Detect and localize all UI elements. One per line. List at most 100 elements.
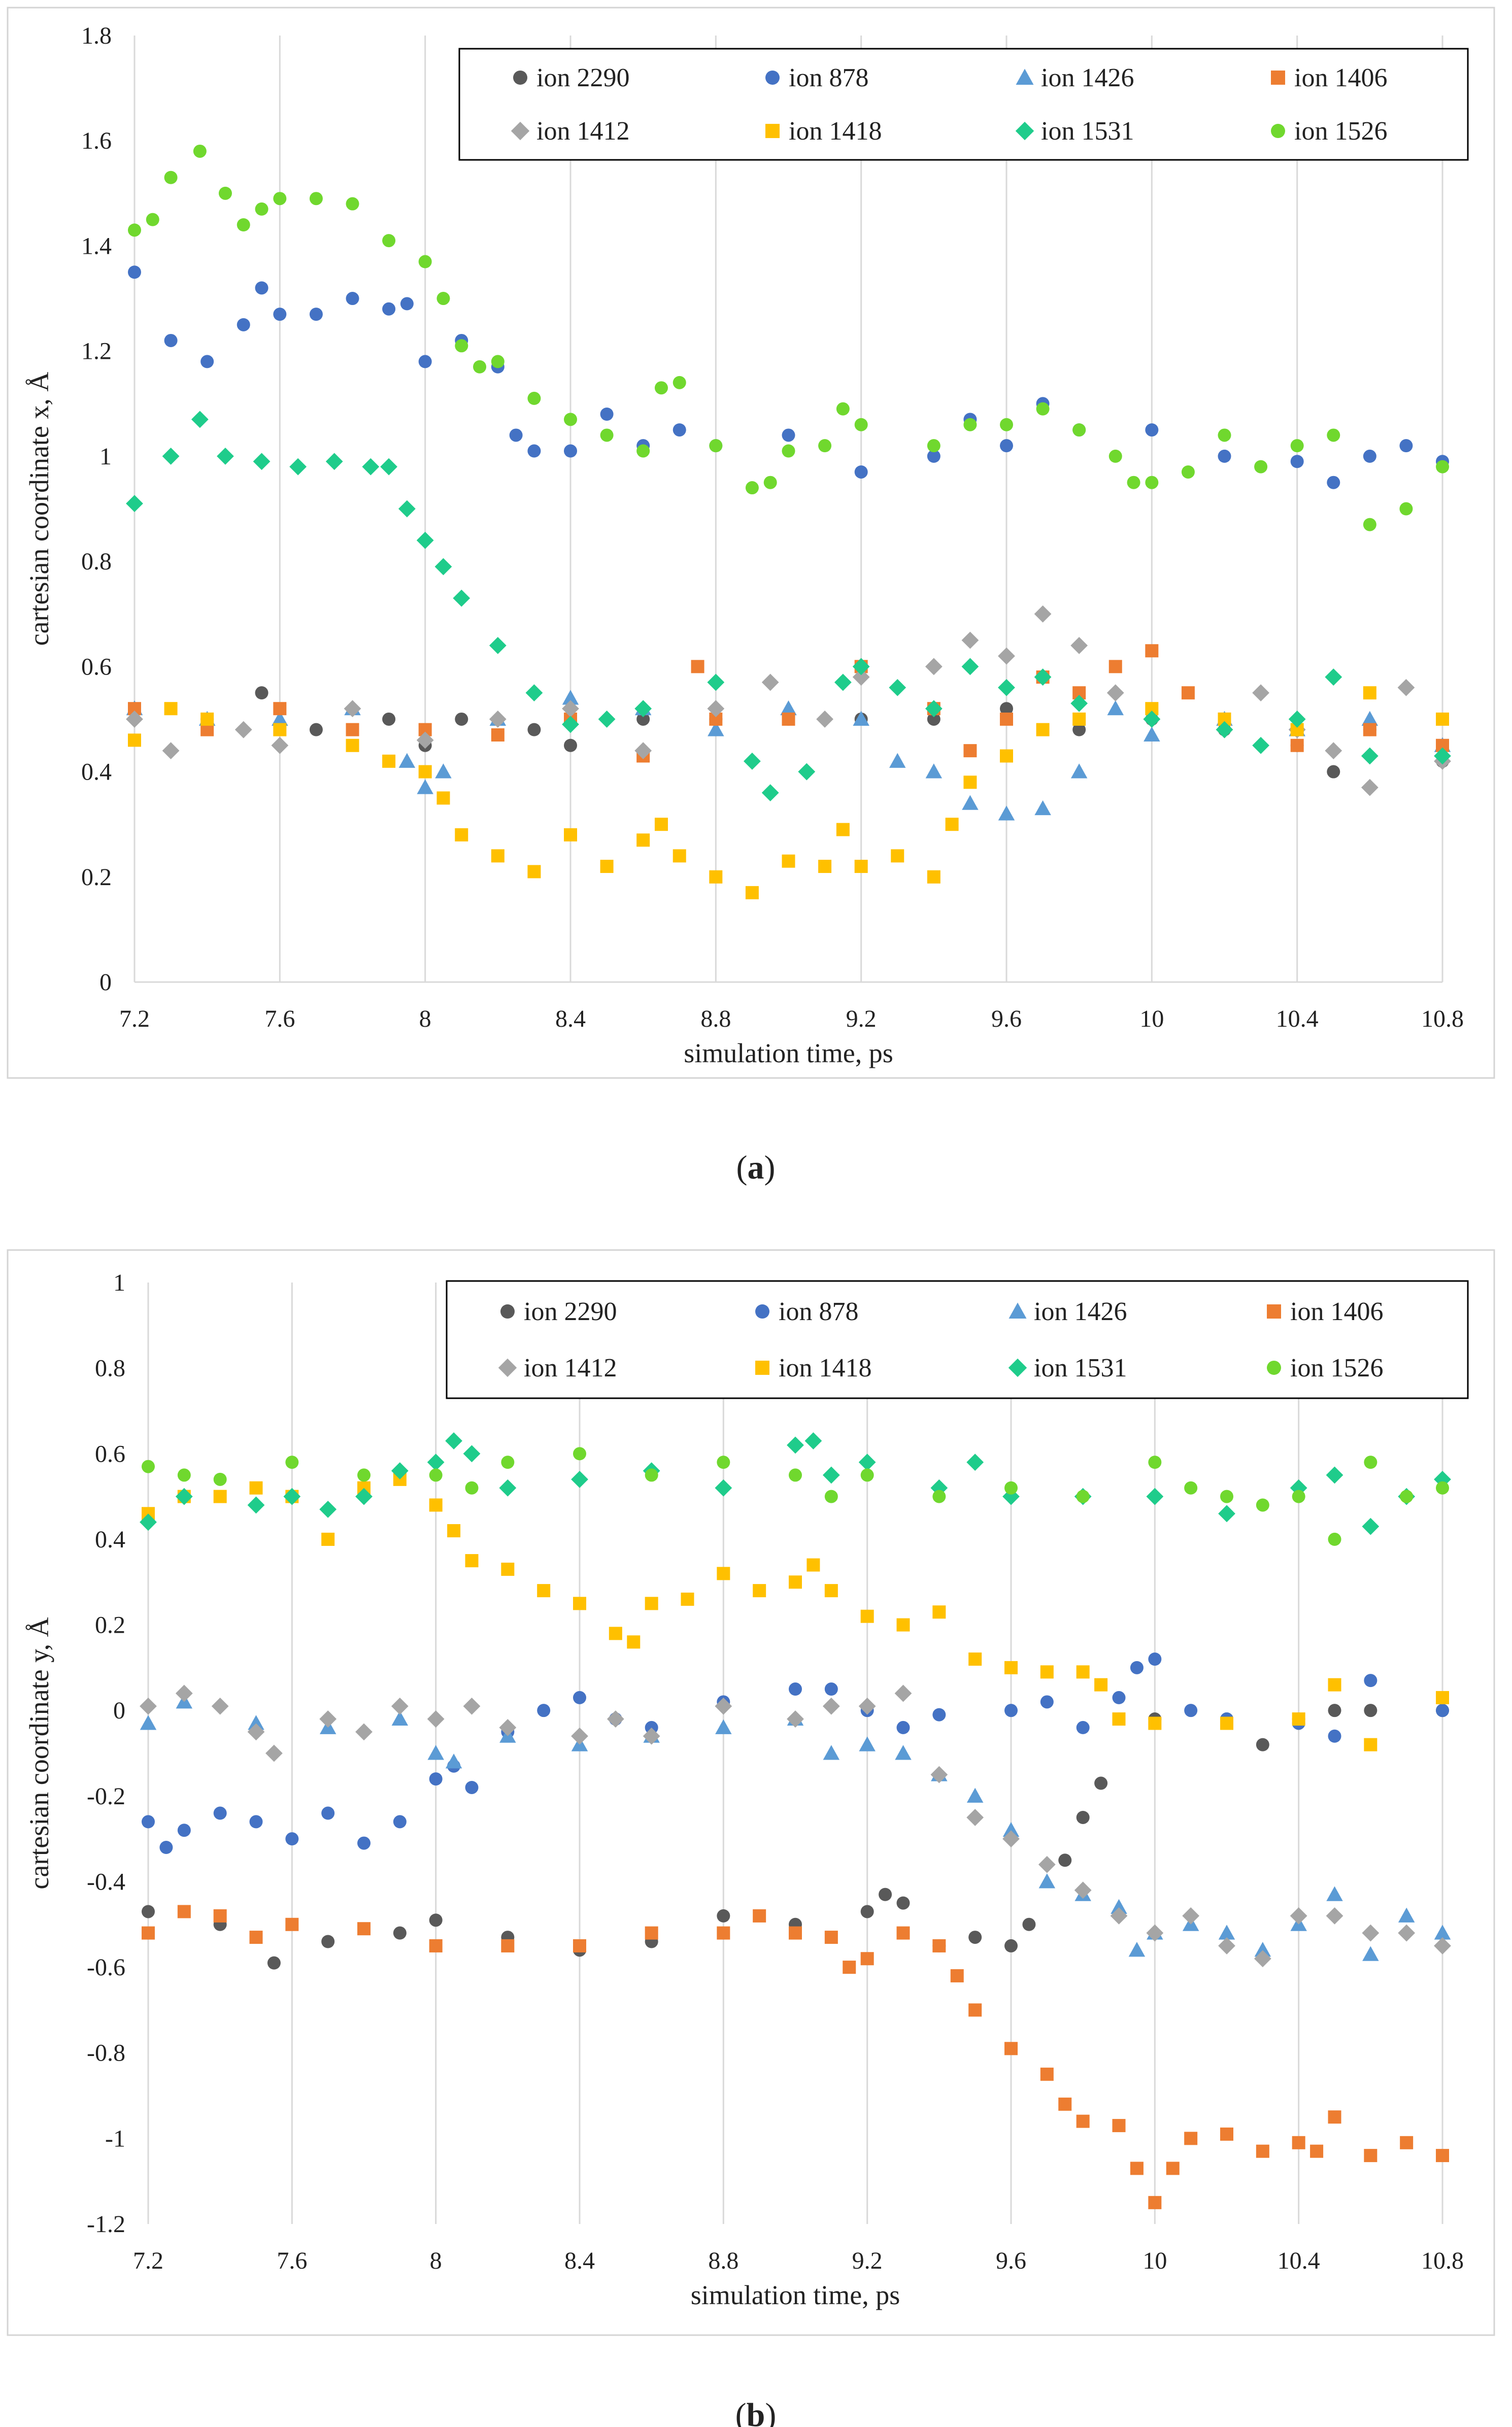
data-point (968, 1931, 982, 1944)
data-point (1112, 1691, 1126, 1704)
data-point (889, 753, 906, 768)
data-point (787, 1436, 804, 1454)
data-point (429, 1498, 443, 1512)
data-point (1292, 2136, 1305, 2149)
data-point (998, 805, 1015, 821)
data-point (1000, 712, 1013, 726)
data-point (852, 668, 870, 686)
data-point (708, 721, 724, 736)
data-point (804, 1432, 822, 1450)
data-point (237, 318, 250, 331)
data-point (1145, 644, 1159, 658)
data-point (400, 297, 414, 311)
chart-frame (7, 7, 1495, 1079)
data-point (218, 186, 232, 200)
data-point (1022, 1917, 1036, 1931)
data-point (1400, 1490, 1414, 1503)
data-point (445, 1432, 462, 1450)
data-point (463, 1445, 481, 1463)
data-point (717, 1926, 730, 1940)
x-tick-label: 8.8 (700, 1005, 731, 1032)
legend-marker (765, 70, 780, 85)
data-point (807, 1558, 820, 1572)
data-point (782, 428, 795, 442)
data-point (418, 765, 432, 779)
data-point (636, 444, 650, 458)
data-point (1036, 723, 1050, 736)
data-point (537, 1704, 551, 1717)
x-tick-label: 7.2 (119, 1005, 150, 1032)
data-point (1436, 1691, 1449, 1704)
data-point (234, 721, 252, 738)
data-point (140, 1715, 157, 1730)
caption-letter: b (747, 2397, 765, 2427)
data-point (273, 702, 287, 716)
legend-label: ion 878 (789, 63, 868, 92)
data-point (1290, 738, 1304, 752)
data-point (1058, 1853, 1072, 1867)
data-point (643, 1727, 660, 1745)
series-ion-2290 (128, 686, 1449, 779)
data-point (1072, 723, 1086, 736)
y-tick-label: 1.8 (81, 22, 112, 49)
data-point (636, 833, 650, 847)
data-point (1328, 1729, 1341, 1743)
data-point (925, 658, 943, 676)
chart-panel-b: 7.2 7.6 8 8.4 8.8 9.2 9.6 10 10.4 10.8-1.2-1-0.8-… (7, 1249, 1495, 2427)
data-point (321, 1806, 335, 1820)
data-point (447, 1524, 461, 1538)
data-point (465, 1554, 479, 1568)
data-point (1218, 1505, 1235, 1523)
data-point (193, 144, 207, 158)
data-point (285, 1456, 299, 1469)
legend-marker (511, 121, 530, 141)
data-point (998, 679, 1015, 696)
series-ion-1526 (142, 1447, 1449, 1546)
data-point (715, 1719, 732, 1734)
y-tick-label: 1.2 (81, 338, 112, 365)
data-point (963, 776, 977, 789)
data-point (823, 1745, 840, 1760)
series-ion-1426 (126, 690, 1451, 821)
data-point (283, 1488, 301, 1505)
data-point (1181, 686, 1195, 700)
legend-label: ion 1531 (1034, 1354, 1127, 1383)
data-point (416, 531, 434, 549)
data-point (836, 823, 850, 836)
data-point (1364, 1674, 1377, 1688)
data-point (961, 631, 979, 649)
data-point (822, 1697, 840, 1715)
data-point (1112, 2119, 1126, 2133)
data-point (1398, 1907, 1415, 1923)
data-point (393, 1926, 407, 1940)
series-ion-1412 (140, 1684, 1451, 1968)
data-point (249, 1931, 263, 1944)
data-point (889, 679, 906, 696)
y-tick-label: 0.6 (95, 1440, 125, 1467)
y-tick-label: 1.6 (81, 127, 112, 154)
data-point (140, 1513, 157, 1531)
data-point (1325, 668, 1342, 686)
data-point (600, 428, 614, 442)
data-point (562, 716, 579, 733)
data-point (128, 223, 141, 237)
data-point (418, 355, 432, 368)
data-point (128, 265, 141, 279)
data-point (925, 763, 943, 779)
data-point (418, 255, 432, 268)
data-point (681, 1592, 694, 1606)
data-point (213, 1909, 227, 1923)
data-point (289, 458, 307, 476)
x-tick-label: 10.8 (1421, 2247, 1464, 2274)
data-point (963, 744, 977, 758)
data-point (249, 1481, 263, 1495)
data-point (1220, 1716, 1233, 1730)
data-point (715, 1479, 732, 1497)
data-point (1038, 1856, 1056, 1873)
legend-marker (1267, 1304, 1281, 1319)
data-point (1072, 712, 1086, 726)
legend-label: ion 1406 (1294, 63, 1387, 92)
y-tick-label: -1 (105, 2125, 125, 2152)
data-point (1058, 2097, 1072, 2111)
series-ion-2290 (142, 1704, 1449, 1970)
